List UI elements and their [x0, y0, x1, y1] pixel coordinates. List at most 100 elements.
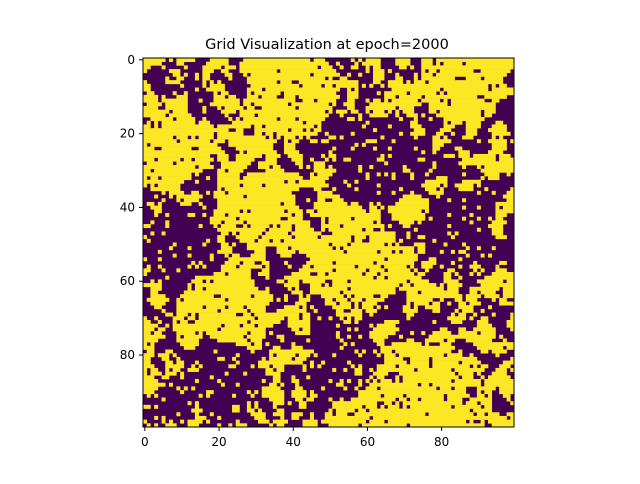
- heatmap-cell-run: [484, 165, 515, 169]
- heatmap-cell-run: [232, 231, 237, 236]
- heatmap-cell-run: [150, 187, 181, 192]
- heatmap-cell-run: [287, 179, 296, 184]
- heatmap-cell-run: [510, 367, 515, 372]
- heatmap-cell-run: [328, 397, 333, 402]
- heatmap-cell-run: [491, 146, 507, 151]
- heatmap-cell-run: [283, 94, 296, 99]
- heatmap-cell-run: [306, 338, 311, 343]
- heatmap-cell-run: [365, 172, 370, 177]
- heatmap-cell-run: [369, 235, 396, 240]
- heatmap-cell-run: [291, 128, 303, 133]
- heatmap-cell-run: [220, 109, 237, 114]
- heatmap-cell-run: [402, 305, 411, 310]
- heatmap-cell-run: [387, 209, 422, 214]
- heatmap-cell-run: [154, 194, 159, 199]
- heatmap-cell-run: [309, 257, 385, 262]
- heatmap-cell-run: [161, 120, 196, 125]
- heatmap-cell-run: [295, 224, 311, 229]
- heatmap-cell-run: [258, 360, 303, 365]
- heatmap-cell-run: [358, 117, 363, 122]
- heatmap-cell-run: [428, 102, 448, 107]
- heatmap-cell-run: [495, 367, 507, 372]
- heatmap-cell-run: [254, 124, 263, 129]
- heatmap-cell-run: [462, 205, 467, 210]
- heatmap-cell-run: [143, 375, 155, 380]
- heatmap-cell-run: [191, 260, 196, 265]
- heatmap-cell-run: [272, 404, 277, 409]
- heatmap-cell-run: [324, 415, 370, 420]
- heatmap-cell-run: [194, 72, 199, 77]
- heatmap-cell-run: [462, 157, 496, 162]
- heatmap-cell-run: [168, 246, 173, 251]
- heatmap-cell-run: [321, 294, 344, 299]
- heatmap-cell-run: [410, 91, 437, 96]
- heatmap-cell-run: [335, 312, 363, 317]
- heatmap-cell-run: [332, 231, 396, 236]
- heatmap-cell-run: [499, 390, 515, 395]
- heatmap-cell-run: [447, 268, 455, 273]
- heatmap-cell-run: [295, 301, 307, 306]
- x-tick-label: 0: [141, 435, 149, 449]
- heatmap-cell-run: [217, 183, 240, 188]
- heatmap-cell-run: [428, 216, 433, 221]
- heatmap-cell-run: [495, 353, 500, 358]
- heatmap-cell-run: [265, 183, 329, 188]
- heatmap-cell-run: [447, 301, 452, 306]
- heatmap-cell-run: [473, 364, 478, 369]
- heatmap-cell-run: [480, 364, 489, 369]
- heatmap-cell-run: [298, 80, 359, 85]
- heatmap-cell-run: [143, 165, 196, 169]
- heatmap-cell-run: [506, 279, 515, 284]
- heatmap-cell-run: [432, 331, 452, 336]
- heatmap-cell-run: [246, 305, 266, 310]
- heatmap-cell-run: [254, 342, 263, 347]
- heatmap-cell-run: [443, 98, 448, 103]
- heatmap-cell-run: [402, 165, 407, 169]
- heatmap-cell-run: [402, 375, 459, 380]
- heatmap-cell-run: [313, 128, 322, 133]
- heatmap-cell-run: [176, 194, 203, 199]
- heatmap-cell-run: [413, 283, 437, 288]
- heatmap-cell-run: [217, 131, 244, 136]
- heatmap-cell-run: [373, 69, 385, 74]
- heatmap-cell-run: [384, 353, 396, 358]
- heatmap-cell-run: [161, 415, 166, 420]
- chart-title: Grid Visualization at epoch=2000: [205, 37, 449, 53]
- heatmap-cell-run: [276, 367, 285, 372]
- heatmap-cell-run: [432, 364, 470, 369]
- heatmap-cell-run: [332, 404, 363, 409]
- heatmap-cell-run: [280, 117, 296, 122]
- heatmap-cell-run: [421, 150, 426, 155]
- heatmap-cell-run: [350, 286, 396, 291]
- heatmap-cell-run: [250, 412, 266, 417]
- heatmap-cell-run: [358, 264, 381, 269]
- heatmap-cell-run: [384, 91, 407, 96]
- heatmap-cell-run: [365, 297, 385, 302]
- heatmap-cell-run: [246, 172, 300, 177]
- heatmap-cell-run: [365, 105, 396, 110]
- heatmap-cell-run: [161, 198, 166, 203]
- heatmap-cell-run: [510, 401, 515, 406]
- heatmap-cell-run: [217, 105, 222, 110]
- heatmap-cell-run: [313, 161, 326, 166]
- heatmap-cell-run: [276, 308, 307, 313]
- heatmap-cell-run: [335, 260, 374, 265]
- heatmap-cell-run: [143, 113, 166, 118]
- heatmap-cell-run: [428, 117, 433, 122]
- heatmap-cell-run: [402, 249, 415, 254]
- heatmap-cell-run: [454, 386, 467, 391]
- heatmap-cell-run: [373, 146, 378, 151]
- heatmap-cell-run: [228, 212, 292, 217]
- heatmap-cell-run: [217, 176, 240, 181]
- heatmap-cell-run: [350, 109, 359, 114]
- heatmap-cell-run: [291, 412, 303, 417]
- heatmap-cell-run: [306, 375, 311, 380]
- heatmap-cell-run: [165, 360, 173, 365]
- heatmap-cell-run: [406, 231, 411, 236]
- heatmap-cell-run: [506, 198, 515, 203]
- heatmap-cell-run: [213, 279, 255, 284]
- heatmap-cell-run: [191, 190, 199, 195]
- heatmap-cell-run: [298, 294, 303, 299]
- heatmap-cell-run: [306, 253, 418, 258]
